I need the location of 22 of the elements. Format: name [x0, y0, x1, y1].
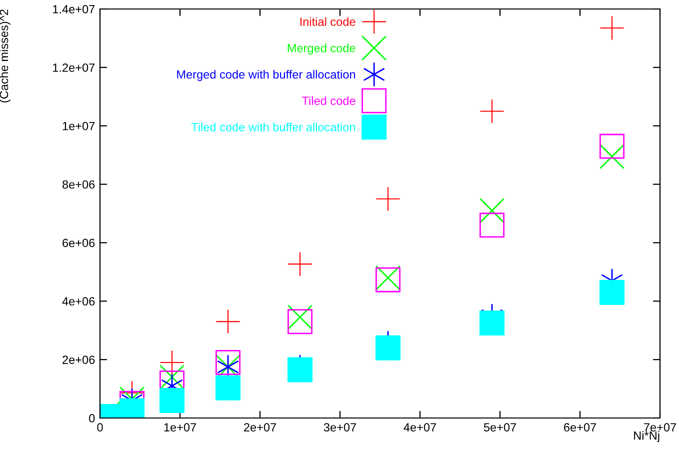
x-tick-label: 2e+07 [244, 423, 276, 432]
x-tick-label: 1e+07 [164, 423, 196, 432]
legend-label: Merged code [288, 44, 356, 55]
y-tick-label: 2e+06 [62, 356, 95, 364]
y-tick-label: 0 [89, 414, 95, 422]
x-tick-label: 0 [97, 423, 103, 432]
y-tick-label: 8e+06 [62, 180, 95, 189]
x-tick-label: 4e+07 [404, 423, 436, 432]
x-tick-label: 5e+07 [484, 423, 516, 432]
legend-label: Tiled code [302, 96, 356, 105]
x-axis-title: Ni*Nj [634, 431, 660, 442]
x-tick-label: 6e+07 [564, 423, 596, 432]
y-tick-label: 1.2e+07 [53, 63, 95, 72]
y-tick-label: 1.4e+07 [53, 5, 95, 14]
legend-label: Initial code [300, 17, 356, 26]
legend-label: Merged code with buffer allocation [177, 70, 356, 81]
legend-label: Tiled code with buffer allocation [191, 122, 356, 132]
x-tick-label: 3e+07 [324, 423, 356, 432]
x-tick-label: 7e+07 [644, 423, 676, 432]
y-tick-label: 6e+06 [62, 238, 95, 248]
y-tick-label: 1e+07 [62, 122, 95, 130]
y-tick-label: 4e+06 [62, 297, 95, 306]
